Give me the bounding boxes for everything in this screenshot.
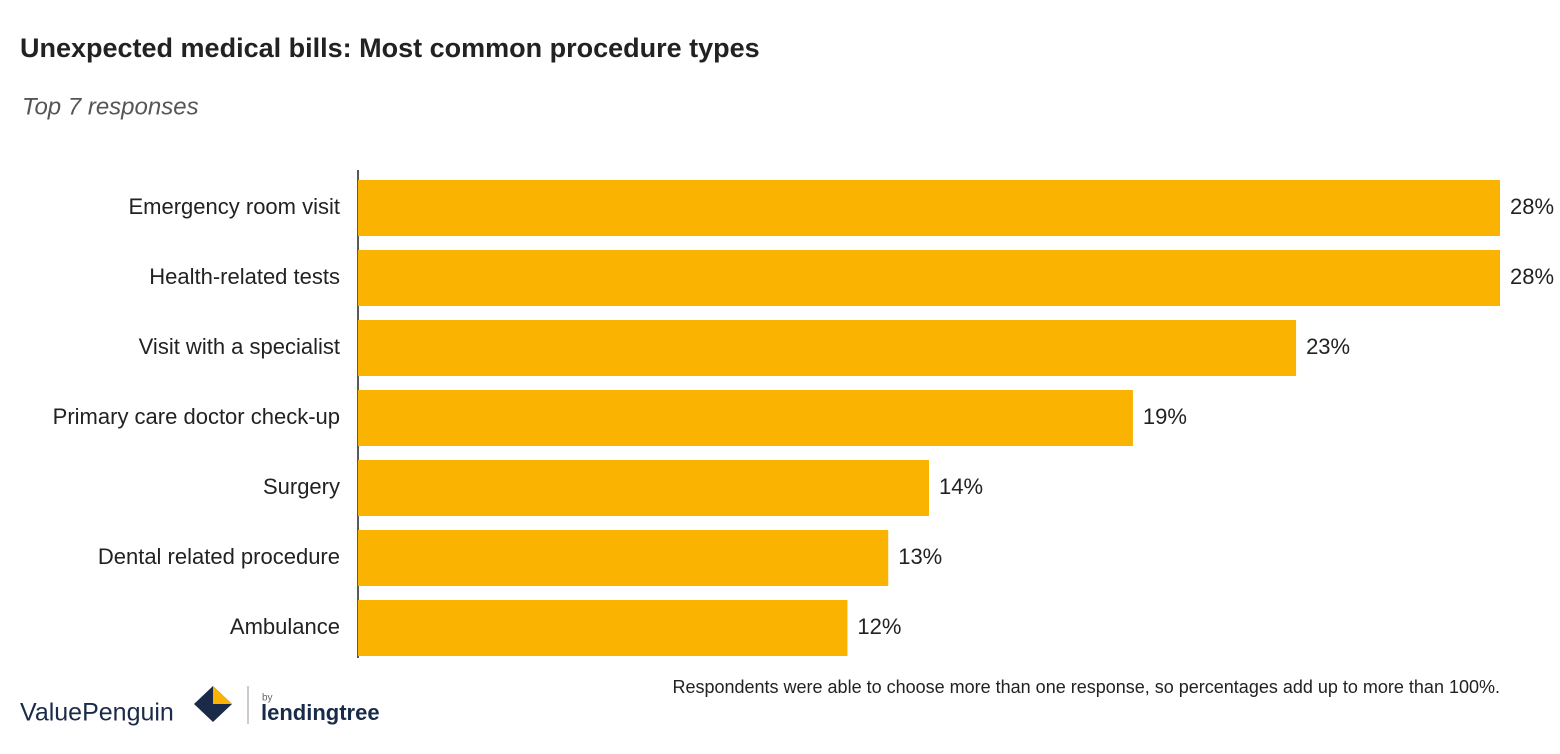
value-label: 19% [1143, 404, 1187, 429]
bar [358, 460, 929, 516]
y-tick-label: Dental related procedure [98, 544, 340, 569]
brand-icon [194, 686, 232, 722]
bar [358, 530, 889, 586]
value-label: 12% [857, 614, 901, 639]
bar [358, 390, 1133, 446]
value-label: 13% [898, 544, 942, 569]
bar [358, 250, 1500, 306]
bar [358, 320, 1297, 376]
y-tick-label: Surgery [263, 474, 340, 499]
brand-name: ValuePenguin [20, 699, 174, 727]
value-label: 23% [1306, 334, 1350, 359]
value-label: 28% [1510, 194, 1554, 219]
brand-partner: lendingtree [261, 700, 380, 725]
y-tick-label: Primary care doctor check-up [53, 404, 340, 429]
brand-by: by [262, 693, 273, 704]
chart-title: Unexpected medical bills: Most common pr… [20, 33, 760, 63]
y-tick-label: Ambulance [230, 614, 340, 639]
value-label: 28% [1510, 264, 1554, 289]
y-tick-label: Emergency room visit [128, 194, 340, 219]
chart-subtitle: Top 7 responses [22, 93, 199, 120]
footnote: Respondents were able to choose more tha… [672, 677, 1500, 697]
bar [358, 180, 1500, 236]
bar [358, 600, 848, 656]
y-tick-label: Health-related tests [149, 264, 340, 289]
y-tick-label: Visit with a specialist [139, 334, 340, 359]
value-label: 14% [939, 474, 983, 499]
